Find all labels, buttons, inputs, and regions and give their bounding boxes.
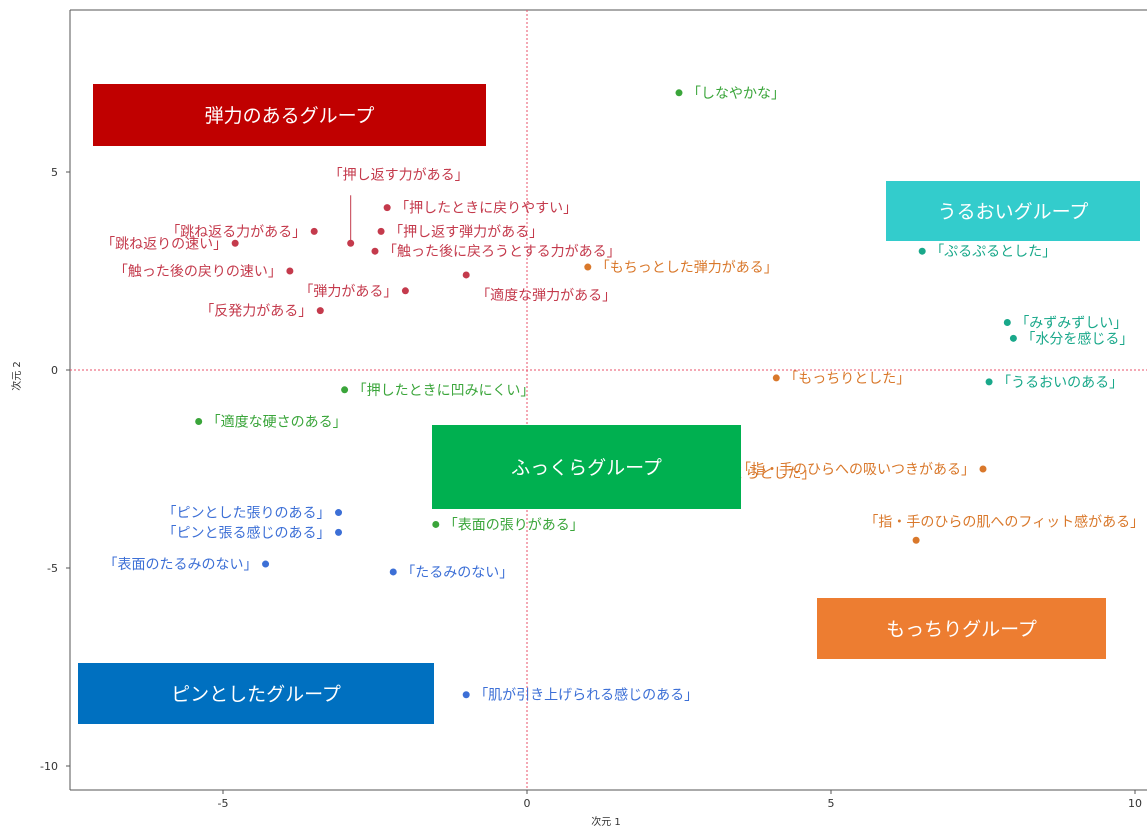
y-axis-label: 次元 2 (10, 361, 23, 391)
data-point (335, 509, 343, 517)
data-point (401, 287, 409, 295)
point-label: 「ピンと張る感じのある」 (163, 524, 331, 541)
y-tick-label: -10 (40, 760, 58, 773)
data-point (377, 227, 385, 235)
group-box-background (432, 425, 741, 509)
point-label: 「たるみのない」 (401, 565, 513, 581)
group-box-background (886, 181, 1140, 241)
group-box-label: うるおいグループ (938, 201, 1089, 223)
y-tick-label: 5 (51, 166, 58, 179)
data-point (979, 465, 987, 473)
point-label: 「触った後に戻ろうとする力がある」 (383, 244, 621, 260)
data-point (286, 267, 294, 275)
point-label: 「指・手のひらへの吸いつきがある」 (737, 462, 975, 478)
data-point (584, 263, 592, 271)
x-tick-label: -5 (218, 797, 229, 810)
point-label: 「ピンとした張りのある」 (163, 506, 331, 522)
y-tick-label: 0 (51, 364, 58, 377)
data-point (316, 307, 324, 315)
point-label: 「うるおいのある」 (997, 375, 1123, 391)
x-tick-label: 5 (828, 797, 835, 810)
data-point (462, 691, 470, 699)
point-label: 「反発力がある」 (200, 304, 312, 320)
group-box: 弾力のあるグループ (93, 84, 486, 146)
point-label: 「押し返す力がある」 (329, 167, 469, 183)
point-label: 「弾力がある」 (299, 284, 397, 300)
point-label: 「もちっとした弾力がある」 (596, 260, 778, 276)
data-point (1009, 334, 1017, 342)
group-box-background (817, 598, 1106, 659)
point-label: 「ぷるぷるとした」 (930, 244, 1056, 260)
point-label: 「押し返す弾力がある」 (389, 224, 543, 240)
group-box-background (93, 84, 486, 146)
point-label: 「表面のたるみのない」 (104, 557, 258, 573)
point-label: 「肌が引き上げられる感じのある」 (474, 687, 698, 704)
point-label: 「みずみずしい」 (1015, 315, 1127, 331)
data-point (371, 247, 379, 255)
data-point (918, 247, 926, 255)
point-label: 「跳ね返りの速い」 (101, 236, 227, 252)
point-label: 「触った後の戻りの速い」 (114, 264, 282, 280)
data-point (985, 378, 993, 386)
point-label: 「押したときに戻りやすい」 (395, 201, 577, 217)
group-box-label: 弾力のあるグループ (205, 105, 375, 127)
data-point (341, 386, 349, 394)
y-tick-label: -5 (47, 562, 58, 575)
point-label: 「押したときに凹みにくい」 (353, 383, 535, 399)
group-box: もっちりグループ (817, 598, 1106, 659)
x-tick-label: 0 (524, 797, 531, 810)
group-box: ふっくらグループ (432, 425, 741, 509)
data-point (262, 560, 270, 568)
group-box-background (78, 663, 434, 724)
point-label: 「適度な弾力がある」 (476, 287, 616, 304)
data-point (310, 227, 318, 235)
plot-frame (69, 9, 1147, 791)
point-label: 「水分を感じる」 (1021, 330, 1133, 347)
data-points: 「跳ね返りの速い」「跳ね返る力がある」 「押したときに戻りやすい」「押し返す弾力が… (101, 86, 1144, 704)
point-label: 「もっちりとした」 (784, 371, 910, 387)
data-point (1003, 318, 1011, 326)
point-label: 「跳ね返る力がある」 (166, 224, 306, 240)
group-box: ピンとしたグループ (78, 663, 434, 724)
data-point (432, 520, 440, 528)
point-label: 「指・手のひらの肌へのフィット感がある」 (864, 513, 1144, 530)
data-point (335, 528, 343, 536)
point-label: 「適度な硬さのある」 (207, 413, 347, 430)
point-label: 「しなやかな」 (687, 86, 785, 102)
group-box-label: ピンとしたグループ (171, 684, 341, 706)
group-box-label: もっちりグループ (886, 619, 1037, 641)
data-point (675, 89, 683, 97)
data-point (195, 417, 203, 425)
axis-ticks: -5 0 5 10 -10 -5 0 5 (40, 166, 1142, 810)
x-tick-label: 10 (1128, 797, 1142, 810)
group-boxes: 弾力のあるグループうるおいグループふっくらグループもっちりグループピンとしたグル… (78, 84, 1140, 724)
data-point (383, 204, 391, 212)
group-box: うるおいグループ (886, 181, 1140, 241)
data-point (231, 239, 239, 247)
data-point (772, 374, 780, 382)
data-point (912, 536, 920, 544)
data-point (462, 271, 470, 279)
group-box-label: ふっくらグループ (511, 457, 662, 479)
data-point (389, 568, 397, 576)
reference-lines (70, 10, 1147, 790)
point-label: っくらとした」 (717, 466, 815, 482)
x-axis-label: 次元 1 (591, 815, 621, 828)
point-label: 「表面の張りがある」 (444, 517, 584, 533)
